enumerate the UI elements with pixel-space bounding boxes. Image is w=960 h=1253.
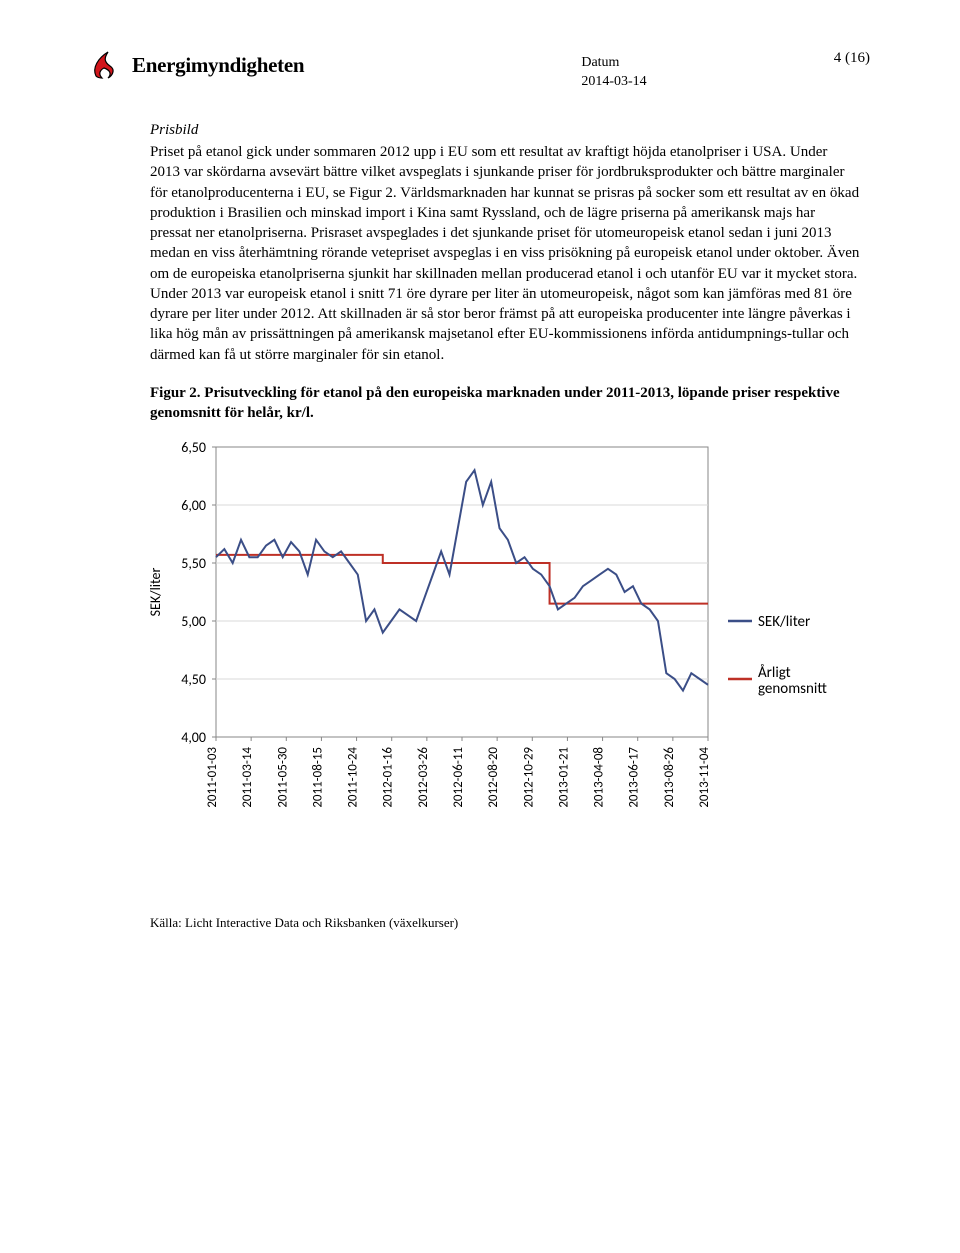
svg-text:2011-03-14: 2011-03-14 — [240, 747, 255, 808]
page-header: Energimyndigheten Datum 2014-03-14 4 (16… — [90, 48, 870, 92]
body-paragraph: Priset på etanol gick under sommaren 201… — [150, 142, 860, 365]
svg-text:2013-01-21: 2013-01-21 — [556, 747, 571, 808]
header-date: Datum 2014-03-14 — [581, 54, 646, 92]
chart-container: 4,00 4,50 5,00 5,50 6,00 6,50 SEK/liter 2011-01… — [138, 437, 860, 873]
svg-text:2011-08-15: 2011-08-15 — [310, 747, 325, 808]
svg-text:2013-08-26: 2013-08-26 — [662, 747, 677, 808]
svg-text:2013-06-17: 2013-06-17 — [627, 747, 642, 808]
svg-text:6,50: 6,50 — [181, 439, 206, 456]
ethanol-price-chart: 4,00 4,50 5,00 5,50 6,00 6,50 SEK/liter 2011-01… — [138, 437, 858, 867]
svg-text:2012-01-16: 2012-01-16 — [381, 747, 396, 808]
source-citation: Källa: Licht Interactive Data och Riksba… — [150, 914, 860, 932]
figure-caption: Figur 2. Prisutveckling för etanol på de… — [150, 383, 860, 424]
datum-label: Datum — [581, 54, 646, 73]
svg-text:genomsnitt: genomsnitt — [758, 680, 827, 698]
svg-text:2012-08-20: 2012-08-20 — [486, 747, 501, 808]
svg-text:SEK/liter: SEK/liter — [147, 568, 164, 617]
section-title: Prisbild — [150, 120, 860, 140]
svg-text:2011-05-30: 2011-05-30 — [275, 747, 290, 808]
svg-text:2012-06-11: 2012-06-11 — [451, 747, 466, 808]
svg-text:5,00: 5,00 — [181, 613, 206, 630]
svg-text:2013-11-04: 2013-11-04 — [697, 747, 712, 808]
svg-text:6,00: 6,00 — [181, 497, 206, 514]
svg-text:4,00: 4,00 — [181, 729, 206, 746]
svg-text:5,50: 5,50 — [181, 555, 206, 572]
datum-value: 2014-03-14 — [581, 73, 646, 92]
svg-text:2013-04-08: 2013-04-08 — [592, 747, 607, 808]
brand-name: Energimyndigheten — [132, 51, 304, 79]
svg-text:2012-03-26: 2012-03-26 — [416, 747, 431, 808]
svg-text:SEK/liter: SEK/liter — [758, 613, 810, 631]
svg-text:4,50: 4,50 — [181, 671, 206, 688]
brand-logo: Energimyndigheten — [90, 48, 304, 82]
flame-icon — [90, 48, 124, 82]
svg-text:2011-10-24: 2011-10-24 — [346, 747, 361, 808]
svg-text:2012-10-29: 2012-10-29 — [521, 747, 536, 808]
svg-text:2011-01-03: 2011-01-03 — [205, 747, 220, 808]
main-content: Prisbild Priset på etanol gick under som… — [150, 120, 860, 931]
page-number: 4 (16) — [834, 48, 870, 68]
